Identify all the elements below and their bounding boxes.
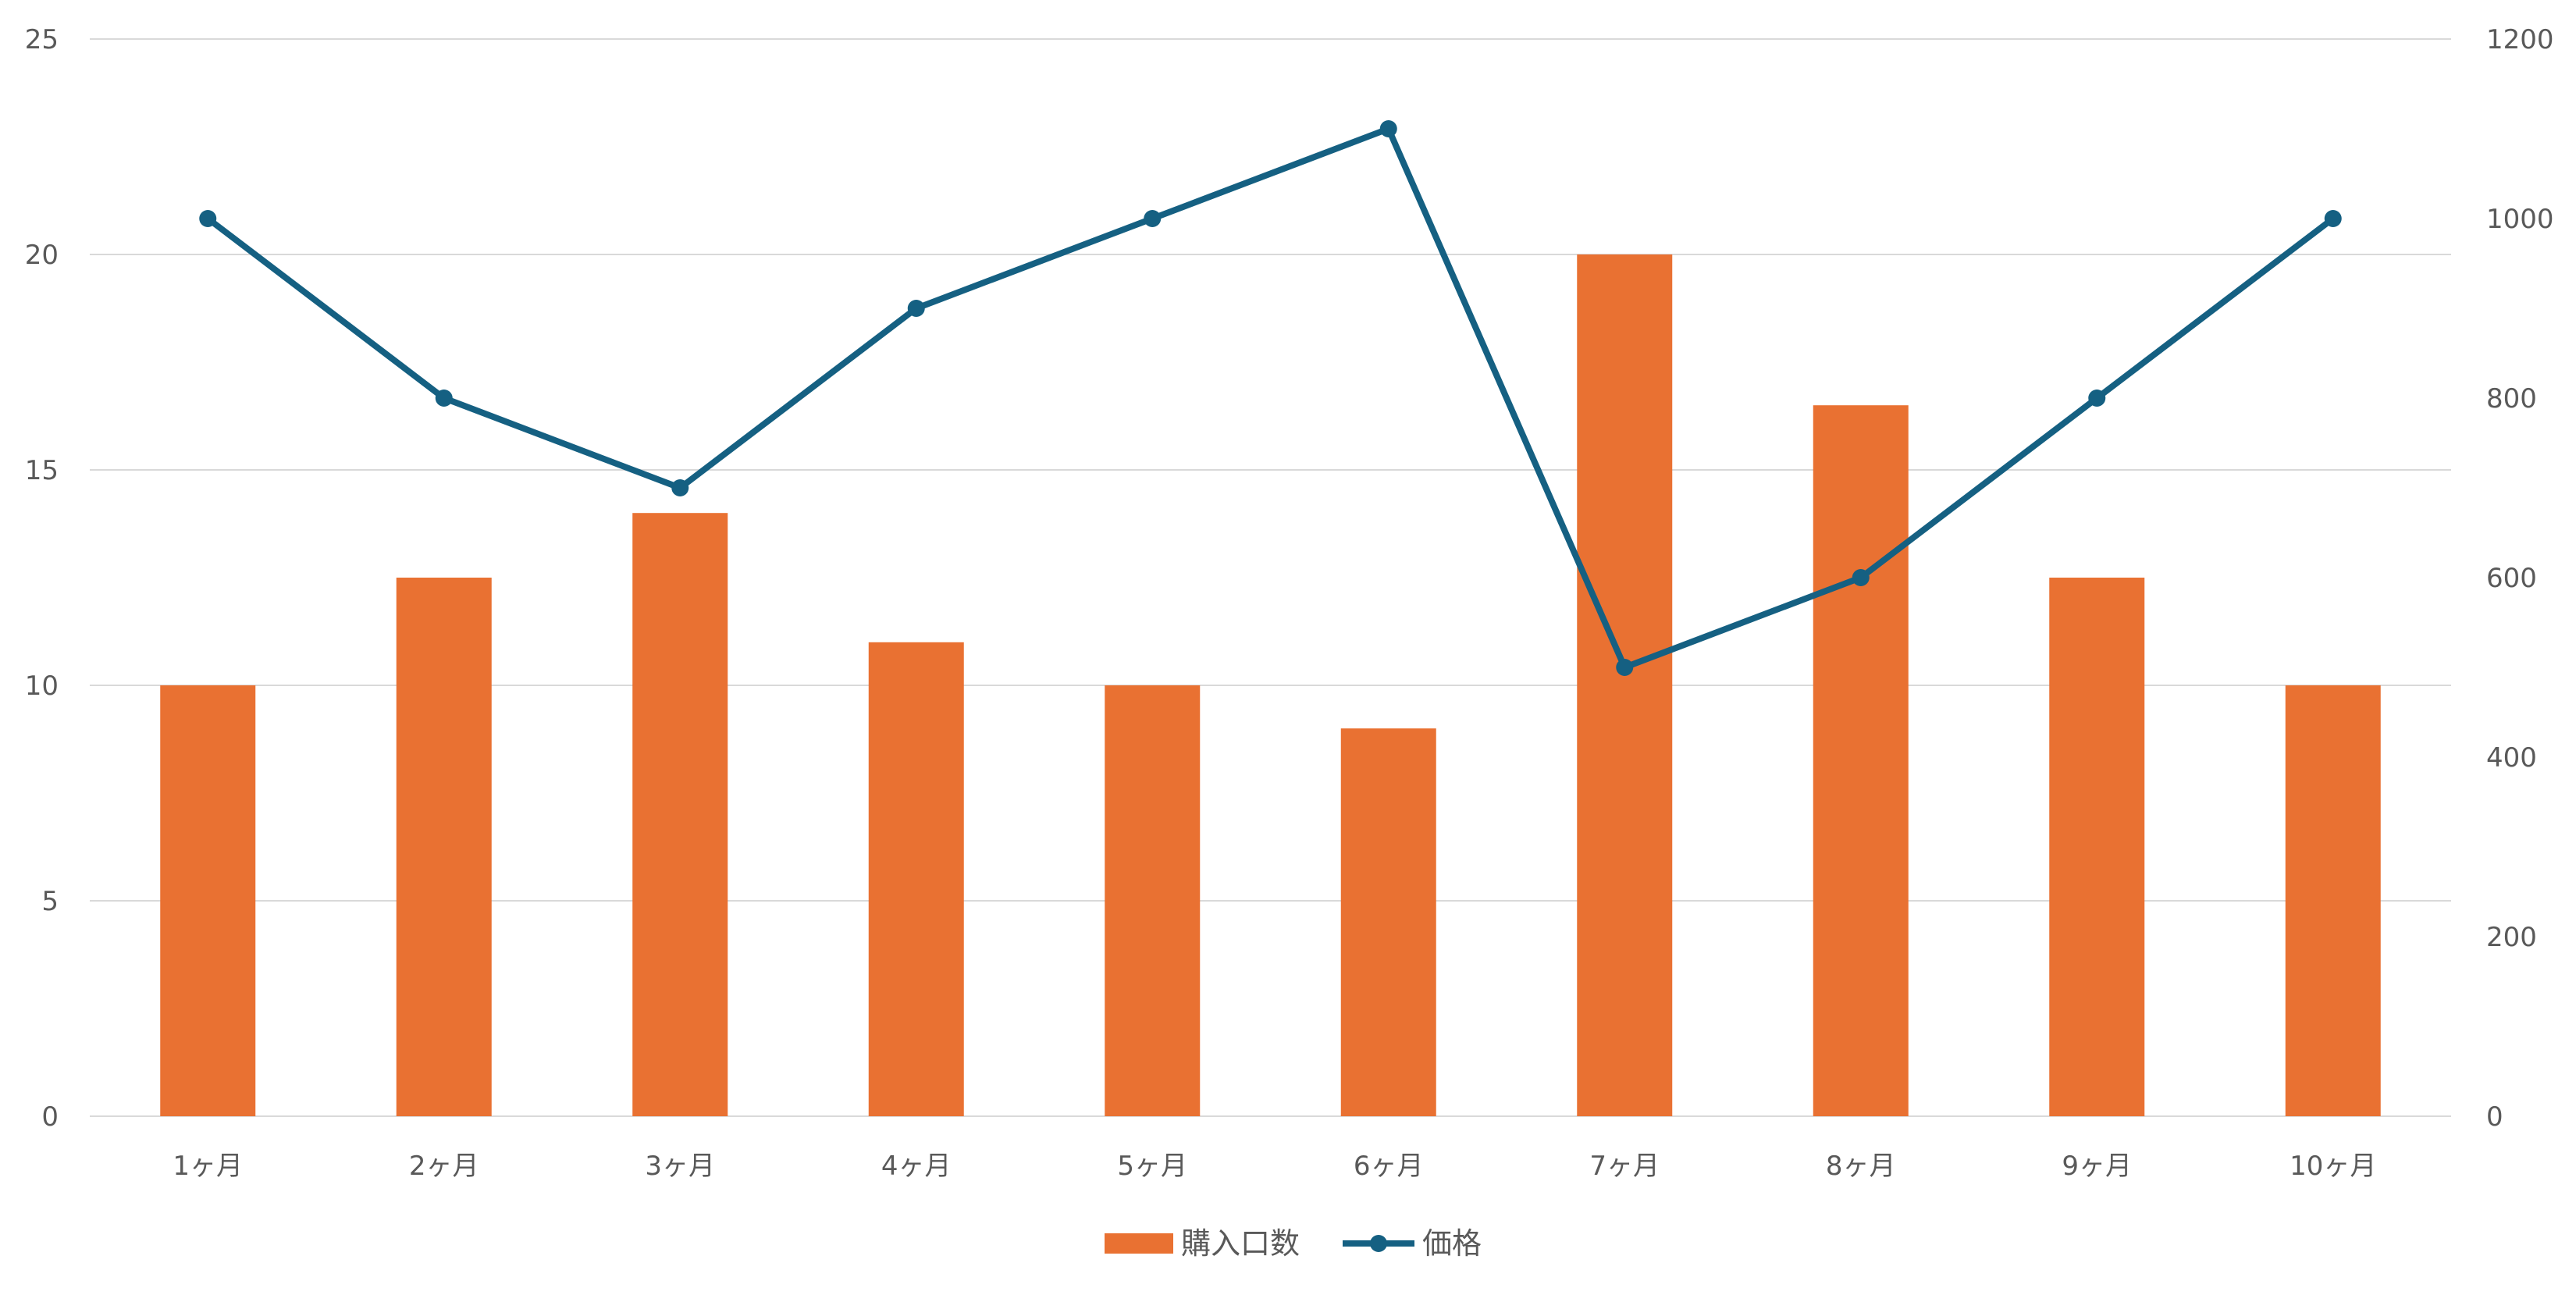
line-point (1616, 659, 1634, 676)
y-tick-label-right: 1000 (2486, 204, 2554, 235)
y-tick-label-left: 15 (25, 455, 59, 486)
bar-series (160, 254, 2381, 1116)
bar (1340, 728, 1436, 1116)
x-tick-label: 4ヶ月 (881, 1151, 952, 1182)
bar (160, 685, 256, 1116)
x-tick-label: 9ヶ月 (2062, 1151, 2132, 1182)
legend-marker-line (1370, 1235, 1387, 1252)
x-tick-label: 2ヶ月 (409, 1151, 479, 1182)
y-tick-label-left: 0 (41, 1101, 59, 1133)
line-point (671, 479, 689, 496)
x-tick-label: 7ヶ月 (1589, 1151, 1660, 1182)
x-tick-label: 6ヶ月 (1354, 1151, 1424, 1182)
x-tick-label: 1ヶ月 (173, 1151, 243, 1182)
y-tick-label-left: 5 (41, 886, 59, 917)
legend-label-bar: 購入口数 (1181, 1226, 1300, 1261)
line-series (199, 120, 2342, 676)
x-tick-label: 5ヶ月 (1117, 1151, 1187, 1182)
y-tick-label-right: 400 (2486, 742, 2537, 774)
y-tick-label-right: 600 (2486, 563, 2537, 594)
bar (396, 578, 492, 1116)
y-tick-label-right: 800 (2486, 383, 2537, 414)
line-point (907, 300, 925, 317)
y-tick-label-left: 25 (25, 24, 59, 55)
y-tick-label-right: 0 (2486, 1101, 2503, 1133)
x-tick-label: 3ヶ月 (645, 1151, 715, 1182)
legend-swatch-bar (1105, 1233, 1173, 1254)
y-axis-left: 0 5 10 15 20 25 (25, 24, 59, 1133)
y-tick-label-right: 200 (2486, 922, 2537, 953)
line-point (199, 210, 217, 227)
x-tick-label: 8ヶ月 (1826, 1151, 1896, 1182)
line-point (435, 390, 453, 407)
y-axis-right: 0 200 400 600 800 1000 1200 (2486, 24, 2554, 1133)
line-point (1852, 569, 1870, 586)
y-tick-label-right: 1200 (2486, 24, 2554, 55)
y-tick-label-left: 20 (25, 240, 59, 271)
line-point (1144, 210, 1162, 227)
y-tick-label-left: 10 (25, 671, 59, 702)
bar (2285, 685, 2381, 1116)
x-axis: 1ヶ月 2ヶ月 3ヶ月 4ヶ月 5ヶ月 6ヶ月 7ヶ月 8ヶ月 9ヶ月 10ヶ月 (173, 1151, 2376, 1182)
series-line (205, 126, 2336, 671)
bar (632, 513, 728, 1116)
bar (1813, 405, 1909, 1116)
bar (1577, 254, 1673, 1116)
legend: 購入口数 価格 (1105, 1226, 1482, 1261)
x-tick-label: 10ヶ月 (2290, 1151, 2376, 1182)
bar (868, 642, 964, 1116)
line-point (2324, 210, 2342, 227)
line-point (2088, 390, 2106, 407)
line-point (1379, 120, 1397, 137)
bar (1105, 685, 1201, 1116)
bar (2049, 578, 2145, 1116)
legend-label-line: 価格 (1422, 1226, 1482, 1261)
